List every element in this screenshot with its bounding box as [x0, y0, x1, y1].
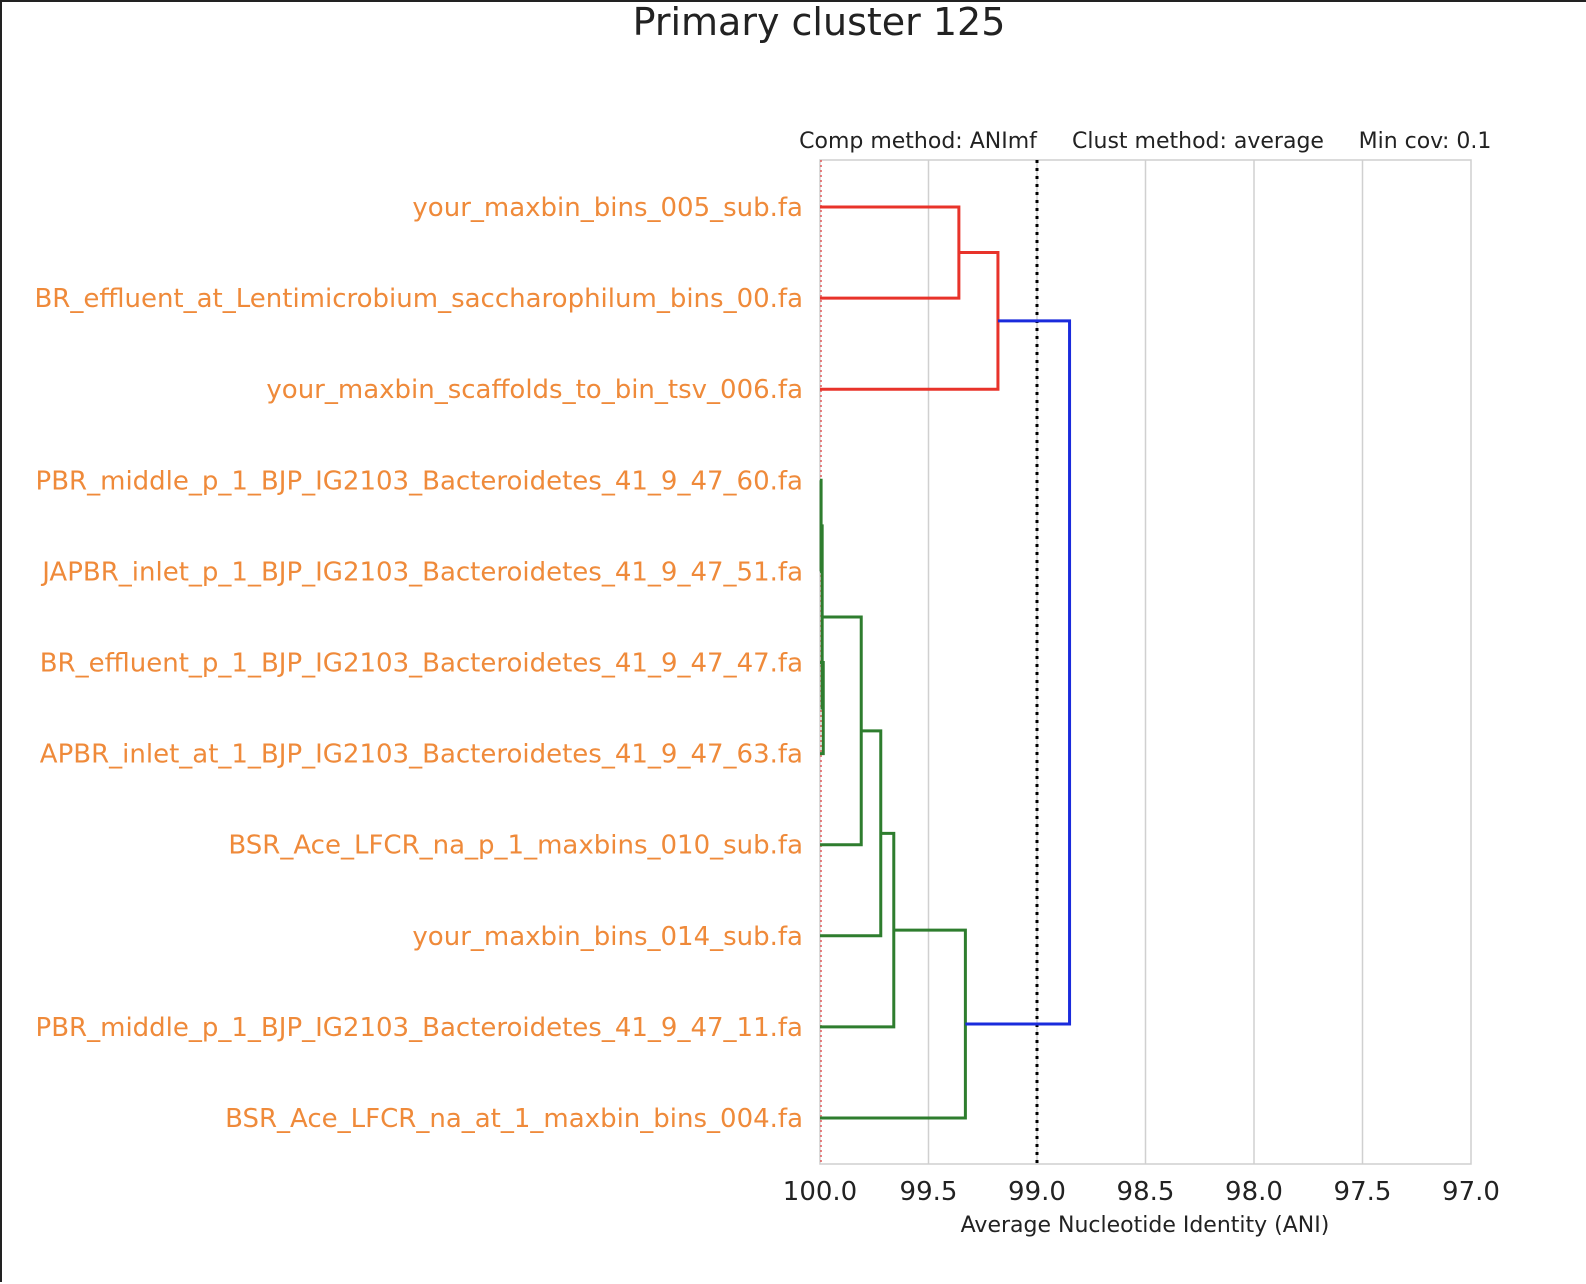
dendrogram-link	[820, 205, 961, 300]
comp-method-annotation: Comp method: ANImf	[799, 129, 1038, 154]
leaf-label: PBR_middle_p_1_BJP_IG2103_Bacteroidetes_…	[36, 466, 803, 496]
x-tick-label: 100.0	[783, 1177, 857, 1207]
dendrogram-link	[820, 251, 1000, 391]
leaf-label: PBR_middle_p_1_BJP_IG2103_Bacteroidetes_…	[36, 1013, 803, 1043]
clust-method-annotation: Clust method: average	[1072, 129, 1324, 154]
chart-title: Primary cluster 125	[633, 2, 1006, 44]
min-cov-annotation: Min cov: 0.1	[1359, 129, 1492, 154]
leaf-label: BR_effluent_p_1_BJP_IG2103_Bacteroidetes…	[40, 649, 803, 679]
x-tick-label: 98.5	[1117, 1177, 1175, 1207]
dendrogram-link	[820, 615, 863, 847]
leaf-label: your_maxbin_bins_005_sub.fa	[412, 193, 803, 223]
dendrogram-link	[820, 729, 883, 938]
leaf-label: BSR_Ace_LFCR_na_at_1_maxbin_bins_004.fa	[225, 1104, 803, 1134]
leaf-label: JAPBR_inlet_p_1_BJP_IG2103_Bacteroidetes…	[40, 557, 803, 587]
dendrogram-link	[965, 319, 1072, 1026]
x-tick-label: 97.5	[1334, 1177, 1392, 1207]
x-tick-label: 97.0	[1442, 1177, 1500, 1207]
x-axis-label: Average Nucleotide Identity (ANI)	[961, 1213, 1330, 1238]
x-tick-label: 98.0	[1225, 1177, 1283, 1207]
x-tick-label: 99.0	[1008, 1177, 1066, 1207]
x-tick-label: 99.5	[900, 1177, 958, 1207]
leaf-label: your_maxbin_scaffolds_to_bin_tsv_006.fa	[266, 375, 803, 405]
leaf-label: BR_effluent_at_Lentimicrobium_saccharoph…	[34, 284, 803, 314]
x-tick-labels: 100.0 99.5 99.0 98.5 98.0 97.5 97.0	[783, 1177, 1500, 1207]
leaf-label: BSR_Ace_LFCR_na_p_1_maxbins_010_sub.fa	[228, 831, 803, 861]
leaf-labels: your_maxbin_bins_005_sub.fa BR_effluent_a…	[34, 193, 803, 1134]
grid-lines	[927, 160, 1364, 1164]
leaf-label: APBR_inlet_at_1_BJP_IG2103_Bacteroidetes…	[40, 740, 803, 770]
leaf-label: your_maxbin_bins_014_sub.fa	[412, 922, 803, 952]
dendrogram-link	[820, 831, 896, 1029]
dendrogram-links	[819, 205, 1072, 1120]
